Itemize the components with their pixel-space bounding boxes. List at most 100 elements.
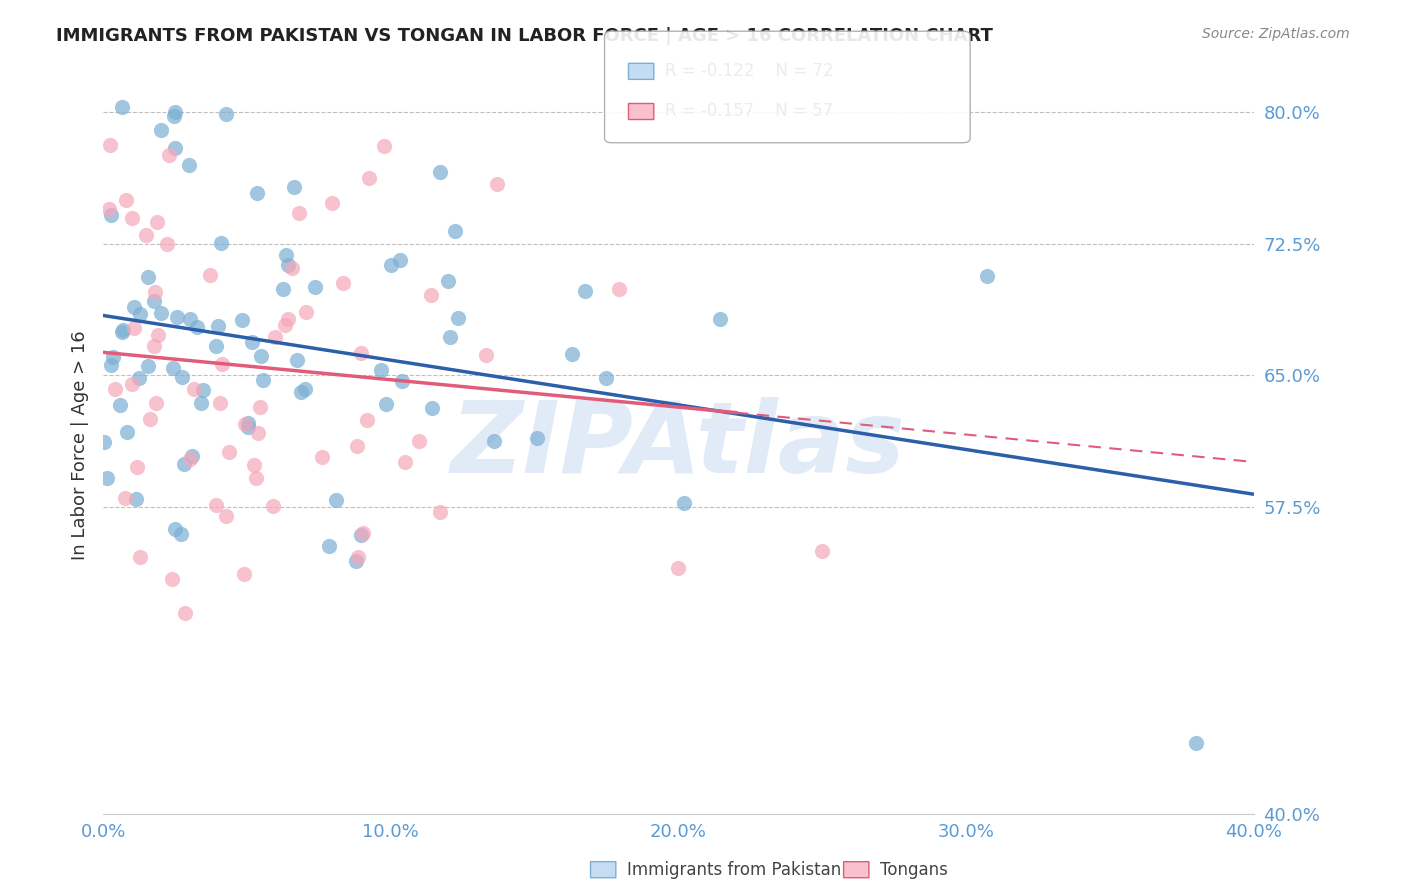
Point (609, 282, 631, 296)
Point (215, 106, 238, 120)
Point (211, 357, 233, 371)
Point (122, 300, 145, 314)
Point (673, 496, 696, 510)
Point (209, 396, 232, 410)
Point (136, 359, 159, 373)
Point (143, 285, 166, 299)
Point (249, 349, 271, 363)
Point (136, 270, 159, 285)
Point (160, 572, 183, 586)
Point (526, 432, 548, 446)
Point (166, 310, 188, 324)
Point (149, 123, 172, 137)
Point (325, 493, 347, 508)
Point (346, 439, 368, 453)
Point (352, 526, 374, 541)
Point (209, 236, 232, 251)
Point (294, 382, 316, 396)
Point (475, 348, 498, 362)
Point (485, 177, 508, 191)
Point (242, 458, 264, 473)
Point (186, 320, 208, 334)
Point (173, 458, 195, 472)
Point (163, 140, 186, 154)
Point (181, 449, 204, 463)
Point (350, 528, 373, 542)
Point (252, 373, 274, 387)
Point (143, 294, 166, 309)
Point (215, 509, 238, 524)
Point (150, 306, 173, 320)
Point (422, 401, 444, 415)
Text: IMMIGRANTS FROM PAKISTAN VS TONGAN IN LABOR FORCE | AGE > 16 CORRELATION CHART: IMMIGRANTS FROM PAKISTAN VS TONGAN IN LA… (56, 27, 993, 45)
Point (246, 425, 269, 440)
Point (370, 363, 392, 377)
Point (111, 100, 134, 114)
Point (350, 346, 373, 360)
Y-axis label: In Labor Force | Age > 16: In Labor Force | Age > 16 (72, 331, 89, 560)
Point (142, 339, 165, 353)
Text: R = -0.157    N = 57: R = -0.157 N = 57 (665, 103, 834, 120)
Point (100, 358, 122, 372)
Point (419, 288, 441, 302)
Point (277, 312, 299, 326)
Point (373, 138, 395, 153)
Point (193, 384, 215, 398)
Point (104, 382, 127, 396)
Point (205, 339, 228, 353)
Point (332, 276, 354, 290)
Point (561, 347, 583, 361)
Point (115, 193, 138, 207)
Point (447, 311, 470, 326)
Point (280, 261, 302, 276)
Point (157, 148, 180, 162)
Point (207, 318, 229, 333)
Point (100, 208, 122, 222)
Point (205, 498, 228, 512)
Point (318, 540, 340, 554)
Point (347, 550, 370, 565)
Text: Tongans: Tongans (880, 861, 948, 879)
Point (111, 326, 134, 340)
Point (262, 500, 284, 514)
Point (218, 445, 240, 459)
Point (249, 400, 271, 414)
Point (101, 350, 124, 364)
Point (356, 413, 378, 427)
Point (128, 371, 150, 385)
Point (666, 561, 689, 575)
Point (391, 374, 413, 388)
Point (146, 328, 169, 343)
Point (245, 471, 267, 485)
Point (183, 383, 205, 397)
Point (127, 459, 149, 474)
Point (344, 554, 367, 568)
Point (145, 396, 167, 410)
Point (98, 202, 121, 216)
Point (156, 236, 179, 251)
Text: ZIPAtlas: ZIPAtlas (451, 397, 905, 494)
Point (236, 420, 259, 434)
Point (285, 352, 308, 367)
Point (240, 335, 263, 350)
Point (96, 471, 118, 485)
Point (439, 329, 461, 343)
Point (162, 360, 184, 375)
Point (111, 323, 134, 337)
Point (290, 385, 312, 400)
Point (380, 258, 402, 272)
Point (121, 377, 143, 392)
Point (235, 417, 257, 431)
Point (277, 258, 299, 272)
Point (174, 606, 197, 620)
Point (146, 214, 169, 228)
Point (359, 170, 381, 185)
Point (232, 566, 254, 581)
Point (436, 274, 458, 288)
Point (484, 434, 506, 448)
Point (288, 206, 311, 220)
Point (283, 179, 305, 194)
Point (709, 312, 731, 326)
Point (198, 268, 221, 282)
Point (190, 396, 212, 410)
